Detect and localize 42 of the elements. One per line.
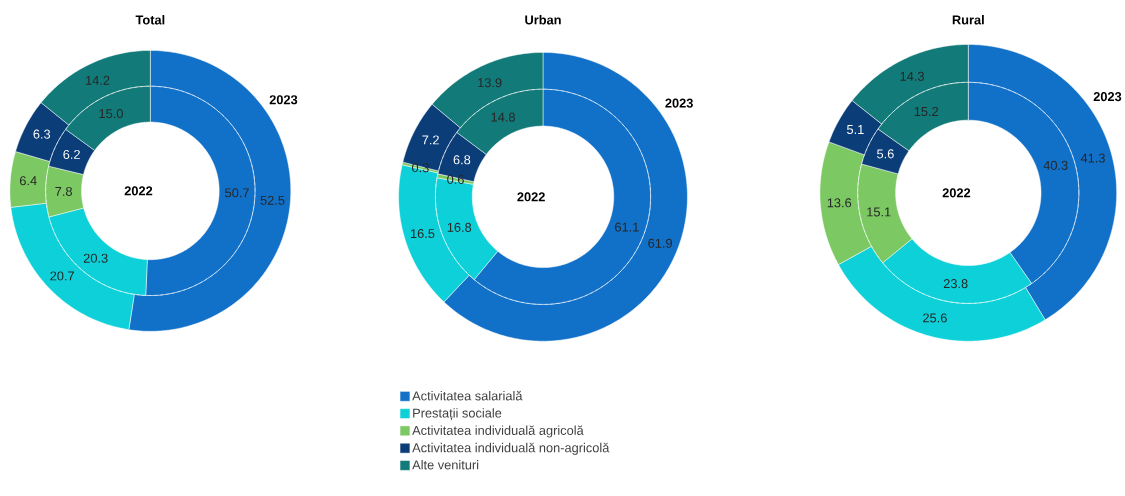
slice-label: 2022 [517,192,545,202]
data-label: 7.8 [55,187,72,197]
data-label: 15.2 [914,107,939,117]
legend-label: Activitatea individuală agricolă [412,425,584,438]
data-label: 5.6 [877,149,894,159]
data-label: 16.5 [410,229,435,239]
data-label: 15.1 [867,207,891,217]
legend-label: Alte venituri [412,460,479,470]
data-label: 25.6 [923,313,947,323]
data-label: 15.0 [99,109,123,119]
slice-label: 2023 [665,98,693,108]
data-label: 5.1 [847,125,864,135]
data-label: 14.2 [86,76,110,86]
data-label: 6.3 [33,129,51,139]
data-label: 6.2 [63,150,80,160]
legend-label: Activitatea individuală non-agricolă [412,442,610,456]
data-label: 20.3 [83,253,108,263]
chart-title: Rural [952,15,984,25]
legend-label: Prestații sociale [413,408,502,421]
legend-label: Activitatea salarială [412,391,523,401]
chart-title: Urban [525,15,561,25]
data-label: 50.7 [225,188,249,198]
data-label: 20.7 [50,271,74,281]
data-label: 7.2 [422,135,439,145]
data-label: 14.3 [900,71,924,82]
slice-label: 2022 [942,188,971,198]
data-label: 40.3 [1043,161,1068,171]
data-label: 23.8 [943,279,968,289]
data-label: 13.9 [478,78,502,88]
data-label: 61.9 [648,238,672,249]
data-label: 41.3 [1080,153,1105,163]
data-label: 13.6 [827,198,852,208]
data-label: 14.8 [491,112,515,122]
data-label: 16.8 [447,223,472,233]
chart-title: Total [135,15,165,25]
data-label: 6.4 [19,176,37,186]
slice-label: 2022 [124,186,153,196]
data-label: 61.1 [615,222,639,232]
data-label: 52.5 [260,195,285,206]
data-label: 6.8 [453,155,471,165]
slice-label: 2023 [1093,92,1122,102]
slice-label: 2023 [269,95,298,105]
